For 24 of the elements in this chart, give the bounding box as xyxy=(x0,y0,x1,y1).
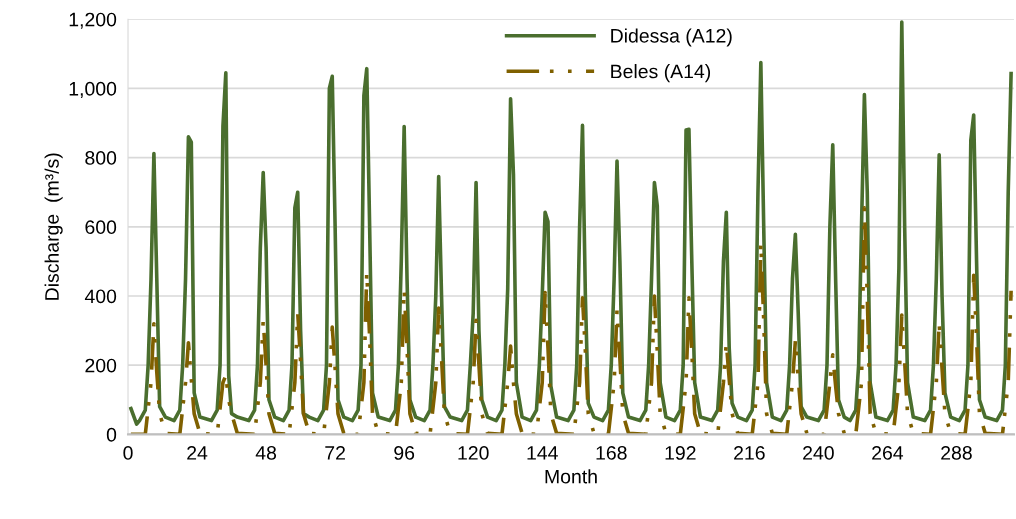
y-tick-label: 800 xyxy=(85,151,117,165)
x-tick-label: 120 xyxy=(458,446,489,460)
y-tick-label: 0 xyxy=(106,427,117,442)
x-tick-label: 144 xyxy=(527,446,558,460)
y-tick-label: 400 xyxy=(84,289,117,304)
y-tick-label: 200 xyxy=(85,358,117,373)
y-tick-label: 1,200 xyxy=(69,12,117,29)
y-tick-label: 1,000 xyxy=(69,81,117,98)
x-tick-label: 72 xyxy=(325,446,345,460)
y-axis-title: Discharge (m³/s) xyxy=(44,153,63,300)
x-tick-label: 96 xyxy=(394,446,415,460)
x-axis-title: Month xyxy=(545,469,597,484)
x-tick-label: 264 xyxy=(872,446,904,460)
x-tick-label: 216 xyxy=(734,446,765,460)
x-tick-label: 168 xyxy=(596,446,627,460)
x-tick-label: 0 xyxy=(123,446,133,460)
x-tick-label: 288 xyxy=(941,446,972,460)
legend-label: Didessa (A12) xyxy=(611,28,732,47)
legend-label: Beles (A14) xyxy=(611,64,711,83)
x-tick-label: 240 xyxy=(803,446,834,460)
x-tick-label: 48 xyxy=(255,446,277,460)
x-tick-label: 24 xyxy=(187,446,208,460)
x-tick-label: 192 xyxy=(665,446,696,460)
y-tick-label: 600 xyxy=(85,220,117,235)
